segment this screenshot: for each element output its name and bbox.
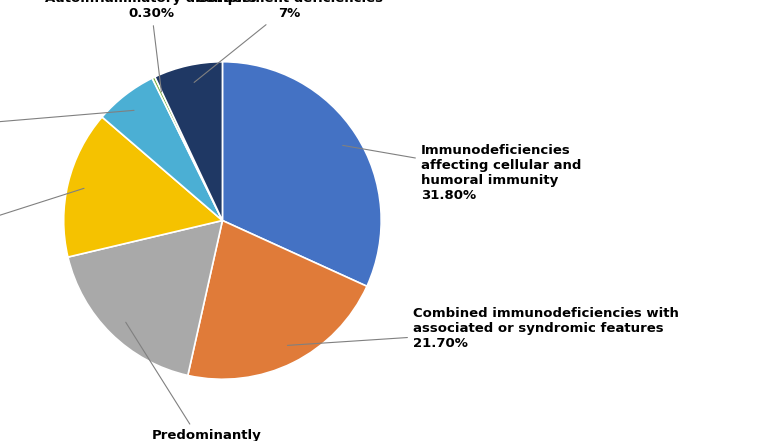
Text: Predominantly
antibody deficiencies
17.80%: Predominantly antibody deficiencies 17.8… bbox=[126, 322, 287, 441]
Wedge shape bbox=[102, 78, 222, 220]
Text: Autoinflammatory disorders
0.30%: Autoinflammatory disorders 0.30% bbox=[45, 0, 257, 92]
Wedge shape bbox=[155, 62, 222, 220]
Text: Diseases of immune
dysregulation
15.00%: Diseases of immune dysregulation 15.00% bbox=[0, 188, 84, 266]
Text: Complement deficiencies
7%: Complement deficiencies 7% bbox=[194, 0, 383, 82]
Text: Congenital defects of phagocyte
number or function
6.40%: Congenital defects of phagocyte number o… bbox=[0, 110, 134, 155]
Text: Combined immunodeficiencies with
associated or syndromic features
21.70%: Combined immunodeficiencies with associa… bbox=[288, 307, 679, 350]
Wedge shape bbox=[152, 77, 222, 220]
Wedge shape bbox=[222, 62, 381, 286]
Wedge shape bbox=[188, 220, 367, 379]
Wedge shape bbox=[64, 117, 222, 257]
Wedge shape bbox=[68, 220, 222, 375]
Text: Immunodeficiencies
affecting cellular and
humoral immunity
31.80%: Immunodeficiencies affecting cellular an… bbox=[343, 144, 581, 202]
